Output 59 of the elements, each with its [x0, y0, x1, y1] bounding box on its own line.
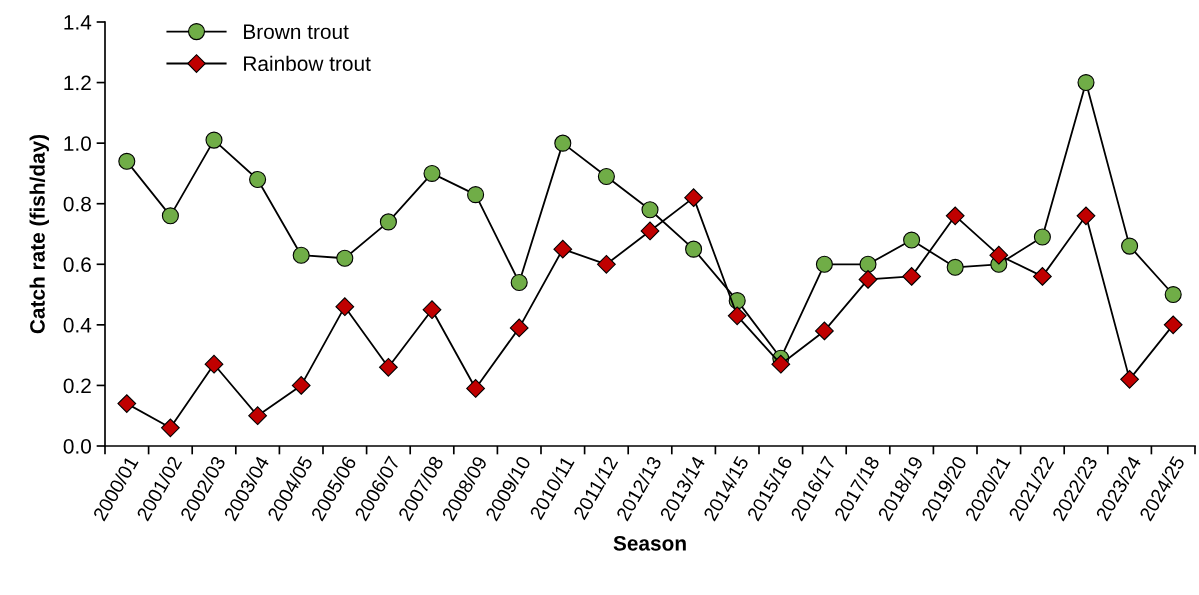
point: [423, 164, 441, 182]
y-tick-label: 0.2: [63, 378, 91, 394]
legend-label: Rainbow trout: [244, 55, 371, 72]
point: [335, 297, 355, 317]
point: [1120, 369, 1139, 389]
point: [1033, 228, 1051, 246]
point: [1164, 286, 1182, 304]
y-tick-label: 0.8: [63, 196, 91, 212]
y-tick-label: 1.0: [64, 136, 91, 151]
point: [553, 239, 573, 259]
point: [1077, 74, 1095, 92]
point: [161, 207, 179, 225]
point: [292, 246, 310, 264]
point: [902, 267, 921, 286]
point: [640, 221, 660, 241]
point: [859, 255, 877, 273]
y-tick-label: 0.0: [63, 439, 91, 454]
point: [989, 245, 1009, 265]
point: [248, 406, 267, 426]
point: [685, 240, 703, 258]
y-axis-title: Catch rate (fish/day): [29, 134, 49, 334]
point: [336, 249, 354, 267]
point: [945, 206, 965, 226]
point: [903, 231, 921, 249]
point: [291, 376, 311, 395]
point: [379, 357, 398, 377]
point: [597, 167, 615, 185]
point: [1121, 237, 1139, 255]
point: [161, 418, 180, 438]
point: [554, 134, 572, 152]
point: [510, 273, 528, 291]
point: [1163, 315, 1183, 335]
point: [815, 255, 833, 273]
y-tick-label: 0.4: [63, 317, 92, 333]
point: [379, 213, 397, 231]
point: [204, 354, 224, 374]
point: [684, 188, 703, 208]
point: [205, 131, 223, 149]
point: [815, 321, 834, 341]
point: [727, 306, 747, 326]
point: [597, 254, 616, 274]
point: [466, 379, 485, 398]
point: [467, 186, 485, 204]
point: [641, 201, 659, 219]
point: [946, 258, 964, 276]
point: [117, 394, 137, 413]
point: [771, 354, 791, 374]
legend-label: Brown trout: [244, 24, 349, 40]
point: [422, 300, 442, 320]
point: [118, 152, 136, 170]
point: [858, 270, 878, 289]
point: [249, 170, 267, 189]
point: [1076, 206, 1096, 226]
y-tick-label: 0.6: [63, 257, 91, 273]
y-tick-label: 1.4: [64, 15, 92, 30]
x-axis-title: Season: [613, 535, 686, 551]
point: [509, 318, 529, 338]
point: [1033, 267, 1052, 286]
y-tick-label: 1.2: [64, 75, 91, 91]
